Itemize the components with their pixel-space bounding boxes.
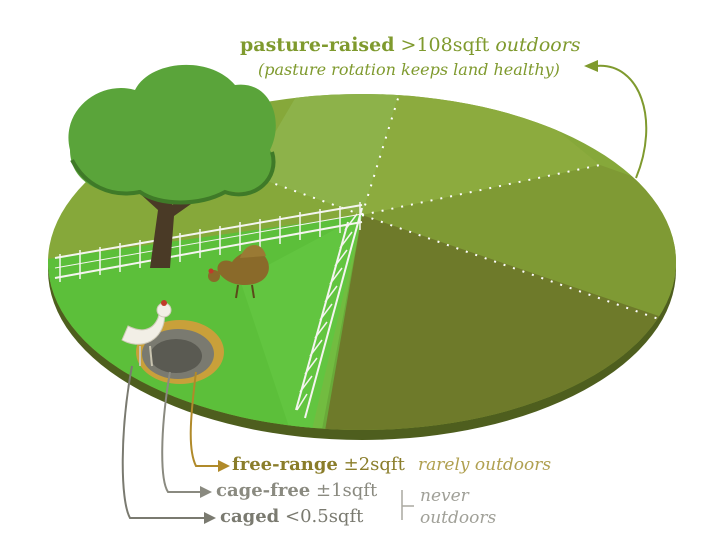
free-range-space: ±2sqft: [343, 454, 405, 475]
caged-hen: [121, 300, 172, 367]
never-outdoors-line2: outdoors: [420, 508, 497, 528]
caged-label: caged <0.5sqft: [220, 506, 363, 527]
cage-free-name: cage-free: [216, 480, 311, 501]
fence-diagonal-posts: [296, 213, 358, 411]
free-range-name: free-range: [232, 454, 338, 475]
rotation-lines: [249, 94, 676, 331]
cage-free-label: cage-free ±1sqft: [216, 480, 377, 501]
pasture-note: (pasture rotation keeps land healthy): [258, 60, 560, 79]
pasture-wedge-1: [250, 94, 400, 215]
free-range-connector: [189, 371, 218, 467]
fence-back: [54, 204, 363, 279]
pasture-wedge-3: [362, 165, 676, 330]
pasture-raised-label: pasture-raised >108sqft outdoors: [240, 34, 581, 56]
caged-ring: [150, 339, 202, 373]
fence-diagonal: [295, 207, 363, 419]
never-outdoors-bracket: [401, 490, 414, 520]
tree: [68, 64, 276, 268]
pasture-raised-name: pasture-raised: [240, 34, 395, 56]
caged-connector: [121, 365, 204, 519]
fence-back-posts: [59, 202, 361, 282]
cage-free-pit: [136, 320, 224, 384]
free-range-label: free-range ±2sqft: [232, 454, 405, 475]
cage-free-connector: [161, 371, 200, 493]
caged-name: caged: [220, 506, 280, 527]
pasture-connector: [595, 64, 648, 179]
never-outdoors-line1: never: [420, 486, 469, 506]
pasture-raised-access: outdoors: [495, 34, 581, 56]
pasture-raised-space: >108sqft: [400, 34, 490, 56]
tree-canopy: [68, 64, 276, 202]
free-range-access: rarely outdoors: [418, 455, 552, 475]
caged-space: <0.5sqft: [284, 506, 364, 527]
free-range-hen: [208, 244, 269, 299]
cage-free-space: ±1sqft: [316, 480, 378, 501]
